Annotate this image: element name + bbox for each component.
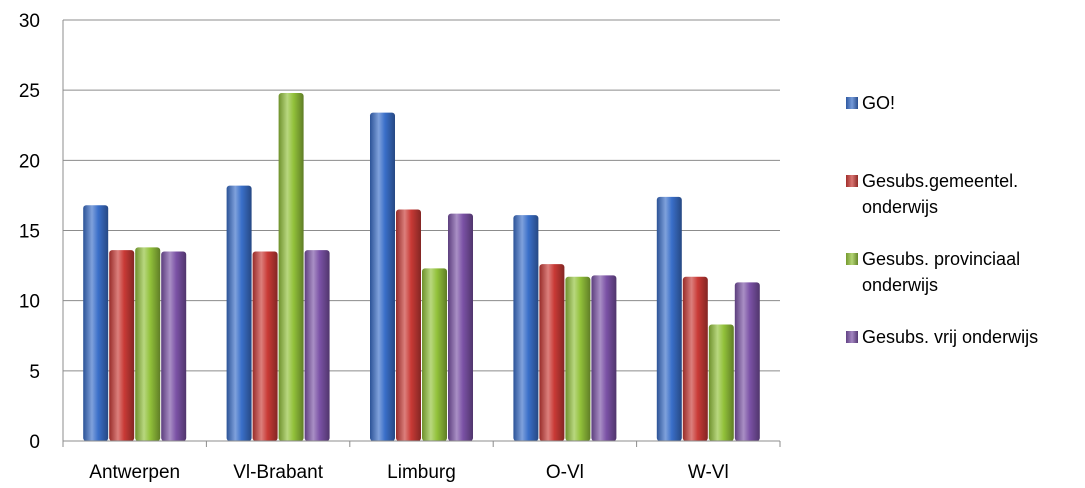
- legend-item-vrij: Gesubs. vrij onderwijs: [846, 324, 1038, 350]
- bar-antwerpen-gesubs-gemeentel-onderwijs: [109, 250, 135, 441]
- bar-limburg-gesubs-provinciaal-onderwijs: [422, 268, 447, 441]
- bar-o-vl-go: [513, 215, 539, 441]
- y-tick-label-0: 0: [29, 432, 40, 453]
- bar-w-vl-go: [656, 196, 682, 441]
- bar-antwerpen-gesubs-provinciaal-onderwijs: [135, 247, 161, 441]
- legend-item-gemeentel: Gesubs.gemeentel. onderwijs: [846, 168, 1085, 220]
- bar-o-vl-gesubs-provinciaal-onderwijs: [565, 276, 591, 441]
- legend-swatch-gemeentel: [846, 175, 858, 187]
- x-axis: [62, 20, 781, 447]
- x-tick-label-antwerpen: Antwerpen: [89, 462, 180, 483]
- x-axis-labels: Antwerpen Vl-Brabant Limburg O-Vl W-Vl: [89, 462, 728, 483]
- y-tick-label-15: 15: [19, 222, 40, 243]
- legend-label-gemeentel: Gesubs.gemeentel. onderwijs: [862, 171, 1019, 217]
- bar-vl-brabant-gesubs-vrij-onderwijs: [304, 250, 330, 441]
- legend-swatch-provinciaal: [846, 253, 858, 265]
- legend-label-vrij: Gesubs. vrij onderwijs: [862, 327, 1039, 347]
- bar-w-vl-gesubs-provinciaal-onderwijs: [708, 324, 734, 441]
- bar-antwerpen-go: [83, 205, 109, 441]
- bar-limburg-gesubs-gemeentel-onderwijs: [396, 209, 421, 441]
- y-tick-label-25: 25: [19, 81, 40, 102]
- x-tick-label-o-vl: O-Vl: [546, 462, 584, 483]
- bar-vl-brabant-gesubs-provinciaal-onderwijs: [278, 92, 304, 442]
- y-tick-label-30: 30: [19, 11, 40, 32]
- bar-limburg-go: [370, 112, 395, 442]
- y-tick-label-10: 10: [19, 292, 40, 313]
- x-tick-label-limburg: Limburg: [387, 462, 456, 483]
- bar-w-vl-gesubs-gemeentel-onderwijs: [682, 276, 708, 441]
- bar-w-vl-gesubs-vrij-onderwijs: [734, 282, 760, 441]
- y-tick-label-20: 20: [19, 151, 40, 172]
- x-tick-label-w-vl: W-Vl: [688, 462, 729, 483]
- legend-item-provinciaal: Gesubs. provinciaal onderwijs: [846, 246, 1085, 298]
- legend-label-go: GO!: [862, 93, 896, 113]
- x-tick-label-vl-brabant: Vl-Brabant: [233, 462, 323, 483]
- legend-swatch-vrij: [846, 331, 858, 343]
- legend-swatch-go: [846, 97, 858, 109]
- y-axis-ticks: 0 5 10 15 20 25 30: [19, 11, 40, 453]
- bar-limburg-gesubs-vrij-onderwijs: [448, 213, 473, 441]
- legend-label-provinciaal: Gesubs. provinciaal onderwijs: [862, 249, 1021, 295]
- y-tick-label-5: 5: [29, 362, 40, 383]
- bar-o-vl-gesubs-gemeentel-onderwijs: [539, 264, 565, 441]
- bars: [83, 92, 760, 442]
- bar-vl-brabant-go: [226, 185, 252, 441]
- bar-o-vl-gesubs-vrij-onderwijs: [591, 275, 617, 441]
- bar-antwerpen-gesubs-vrij-onderwijs: [161, 251, 187, 441]
- legend-item-go: GO!: [846, 90, 895, 116]
- bar-vl-brabant-gesubs-gemeentel-onderwijs: [252, 251, 278, 441]
